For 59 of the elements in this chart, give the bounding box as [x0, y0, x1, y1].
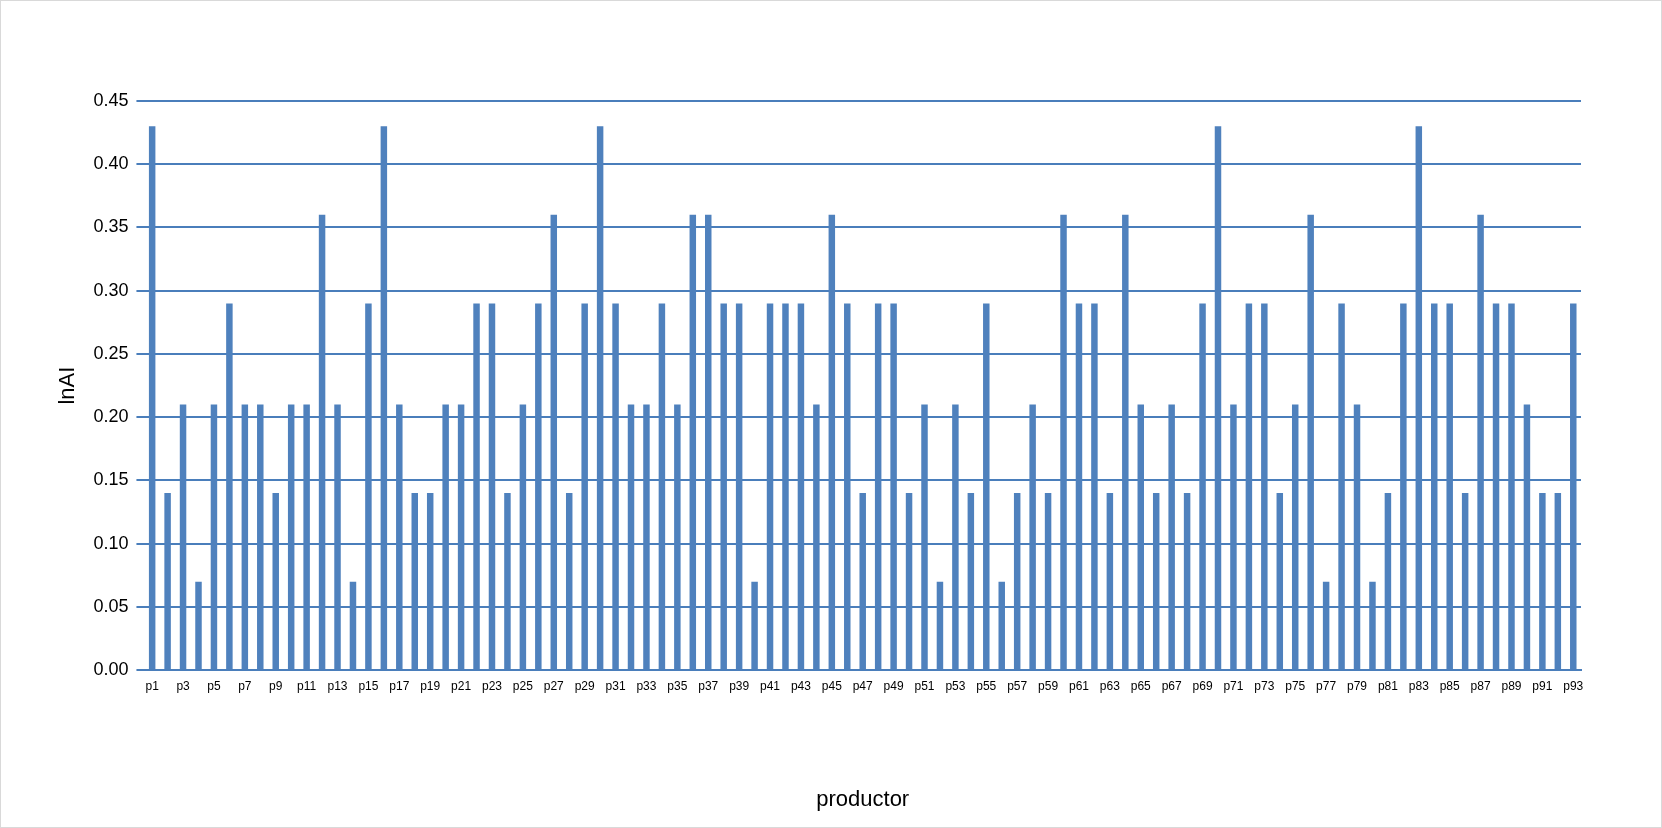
x-tick-label: p43 — [790, 678, 812, 693]
x-tick-label: p55 — [976, 678, 997, 693]
x-tick-label: p9 — [269, 678, 283, 693]
x-tick-label: p59 — [1038, 678, 1059, 693]
x-tick-label: p69 — [1192, 678, 1213, 693]
x-tick-label: p33 — [636, 678, 657, 693]
x-tick-label: p17 — [389, 678, 410, 693]
x-tick-label: p11 — [297, 678, 317, 693]
x-tick-label: p83 — [1408, 678, 1430, 693]
x-tick-label: p1 — [145, 678, 160, 693]
x-tick-label: p3 — [176, 678, 191, 693]
x-tick-label: p39 — [729, 678, 750, 693]
x-tick-label: p13 — [327, 678, 348, 693]
x-tick-label: p81 — [1377, 678, 1399, 693]
x-tick-label: p57 — [1007, 678, 1028, 693]
y-tick-label: 0.10 — [93, 532, 129, 553]
x-tick-label: p27 — [543, 678, 565, 693]
x-tick-label: p19 — [420, 678, 441, 693]
y-tick-label: 0.40 — [93, 153, 129, 174]
x-tick-label: p61 — [1068, 678, 1090, 693]
x-tick-label: p91 — [1532, 678, 1553, 693]
x-tick-label: p63 — [1099, 678, 1121, 693]
x-tick-label: p65 — [1130, 678, 1152, 693]
x-tick-label: p51 — [914, 678, 935, 693]
y-tick-label: 0.45 — [93, 89, 129, 110]
x-tick-label: p25 — [512, 678, 534, 693]
x-tick-label: p53 — [945, 678, 966, 693]
x-tick-label: p87 — [1470, 678, 1491, 693]
x-tick-label: p45 — [821, 678, 843, 693]
x-tick-label: p29 — [574, 678, 595, 693]
y-tick-label: 0.25 — [93, 342, 129, 363]
x-tick-label: p71 — [1223, 678, 1244, 693]
y-tick-label: 0.20 — [93, 406, 129, 427]
x-tick-label: p93 — [1563, 678, 1584, 693]
x-tick-label: p89 — [1501, 678, 1522, 693]
y-tick-label: 0.05 — [93, 595, 129, 616]
x-tick-label: p47 — [852, 678, 874, 693]
x-tick-label: p67 — [1161, 678, 1182, 693]
x-tick-label: p5 — [207, 678, 221, 693]
x-tick-label: p7 — [238, 678, 252, 693]
y-tick-label: 0.00 — [93, 659, 129, 680]
x-tick-label: p77 — [1316, 678, 1337, 693]
x-tick-label: p37 — [698, 678, 719, 693]
x-tick-label: p21 — [451, 678, 472, 693]
y-tick-label: 0.15 — [93, 469, 129, 490]
x-tick-label: p73 — [1254, 678, 1275, 693]
x-tick-label: p85 — [1439, 678, 1461, 693]
x-tick-label: p75 — [1285, 678, 1306, 693]
x-tick-label: p23 — [481, 678, 503, 693]
x-tick-label: p35 — [667, 678, 688, 693]
x-axis-title: productor — [816, 785, 910, 811]
y-tick-label: 0.35 — [93, 216, 129, 237]
y-tick-label: 0.30 — [93, 279, 129, 300]
x-tick-label: p15 — [358, 678, 379, 693]
x-tick-label: p31 — [605, 678, 626, 693]
y-axis-title: lnAI — [54, 366, 80, 405]
x-tick-label: p41 — [760, 678, 781, 693]
x-tick-label: p79 — [1347, 678, 1368, 693]
x-tick-label: p49 — [883, 678, 904, 693]
